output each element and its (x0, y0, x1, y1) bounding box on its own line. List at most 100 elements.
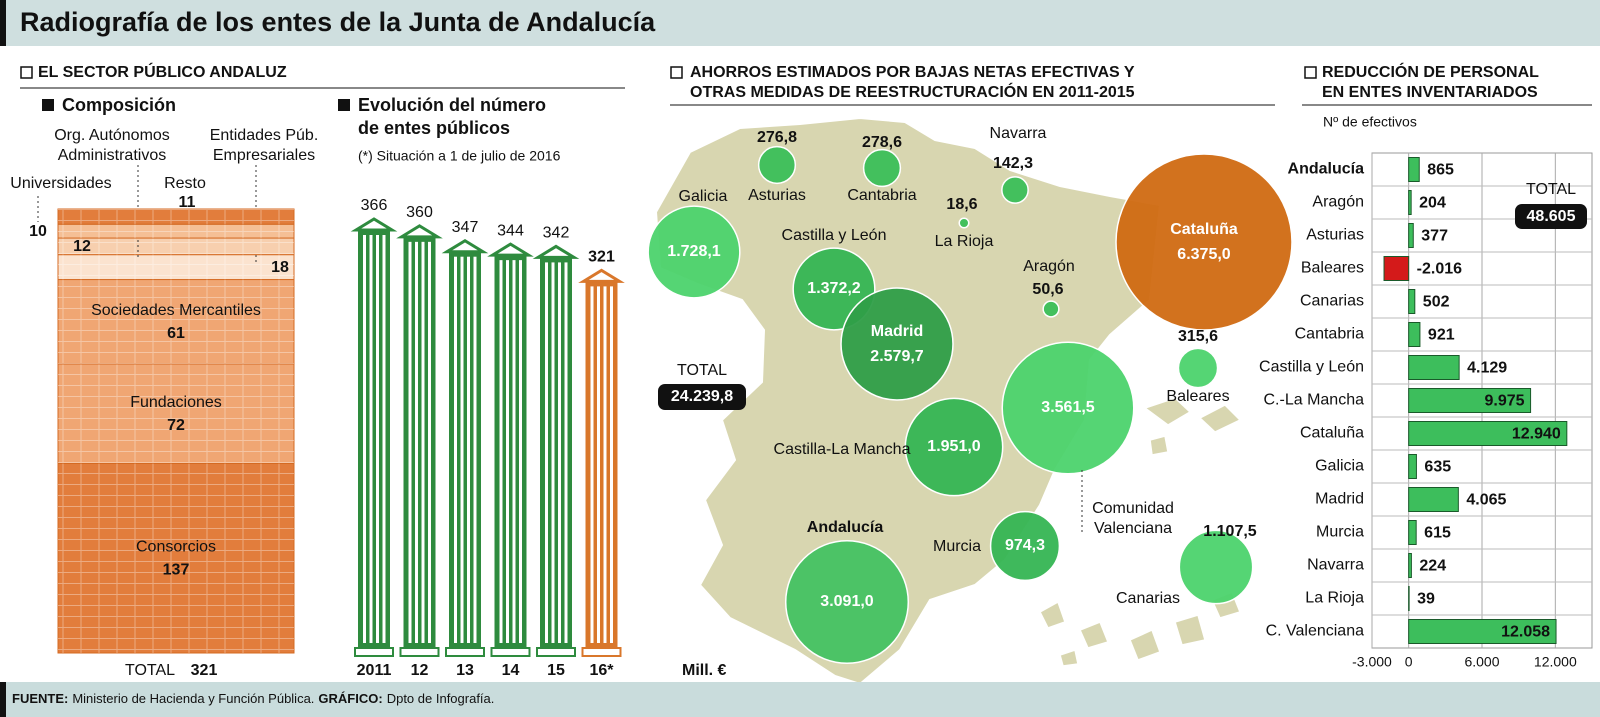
region-name: Cantabria (847, 187, 916, 204)
x-tick-label: 0 (1405, 654, 1413, 670)
bubble (904, 397, 1004, 497)
segment-label: Universidades (10, 175, 111, 192)
bubble (1001, 341, 1135, 475)
segment-label-line: Empresariales (213, 147, 315, 164)
segment-value: 61 (167, 325, 185, 342)
bar (1408, 454, 1417, 479)
header-accent (0, 0, 6, 46)
y-tick-label: Castilla y León (1259, 359, 1364, 376)
value-label: 39 (1417, 591, 1435, 608)
column-value: 321 (588, 249, 615, 266)
bar (1408, 388, 1532, 413)
graphic-label: GRÁFICO: (318, 691, 382, 706)
bar (1408, 322, 1421, 347)
composition-title: Composición (62, 95, 176, 115)
y-tick-label: Cataluña (1300, 425, 1364, 442)
segment-label: Entidades Púb. Empresariales (210, 127, 319, 164)
region-name: Castilla y León (782, 227, 887, 244)
bar (1408, 553, 1412, 578)
column-base (581, 647, 622, 657)
column-base (354, 647, 394, 657)
column-flute (551, 262, 555, 643)
staff-subtitle: Nº de efectivos (1323, 114, 1417, 130)
region-value: 50,6 (1032, 281, 1063, 298)
bubble (840, 287, 954, 401)
column-capital (396, 224, 443, 239)
total-box (658, 384, 746, 410)
block-texture (58, 224, 294, 239)
block-texture (58, 209, 294, 225)
y-tick-label: Navarra (1307, 557, 1364, 574)
region-name: Andalucía (807, 519, 884, 536)
section-heading: EL SECTOR PÚBLICO ANDALUZ (38, 62, 287, 81)
column-value: 342 (543, 225, 570, 242)
column-flute (564, 262, 568, 643)
source-label: FUENTE: (12, 691, 68, 706)
bar (1408, 619, 1557, 644)
title-line: EN ENTES INVENTARIADOS (1322, 84, 1538, 101)
value-label: 865 (1427, 162, 1454, 179)
bubble (647, 205, 741, 299)
column-flute (460, 256, 464, 643)
title-line: AHORROS ESTIMADOS POR BAJAS NETAS EFECTI… (690, 64, 1135, 81)
column-capital (532, 244, 580, 259)
unit-label: Mill. € (682, 662, 727, 679)
column-flute (610, 286, 613, 643)
footer: FUENTE: Ministerio de Hacienda y Función … (12, 691, 494, 706)
value-label: 204 (1419, 195, 1446, 212)
column-flute (363, 235, 366, 643)
x-tick-label: 2011 (357, 662, 392, 679)
region-value: 1.107,5 (1203, 523, 1256, 540)
value-label: 9.975 (1485, 393, 1525, 410)
value-label: 502 (1423, 294, 1450, 311)
segment-value: 72 (167, 417, 185, 434)
title-line: Evolución del número (358, 95, 546, 115)
value-label: 224 (1419, 558, 1446, 575)
x-tick-label: 14 (502, 662, 520, 679)
total-label: TOTAL (125, 662, 175, 679)
region-name: La Rioja (935, 233, 994, 250)
map-title: AHORROS ESTIMADOS POR BAJAS NETAS EFECTI… (690, 64, 1135, 101)
column-value: 344 (497, 222, 524, 239)
column-base (490, 647, 531, 657)
segment-label: Resto (164, 175, 206, 192)
column-value: 347 (452, 219, 479, 236)
column-flute (603, 286, 607, 643)
bubble (1042, 300, 1060, 318)
region-value: 276,8 (757, 129, 797, 146)
region-value: 1.951,0 (927, 438, 980, 455)
value-label: -2.016 (1417, 261, 1462, 278)
column-flute (415, 241, 418, 643)
bubble (1001, 176, 1029, 204)
column-capital (350, 217, 398, 232)
value-label: 12.058 (1501, 624, 1550, 641)
y-tick-label: Galicia (1315, 458, 1364, 475)
region-value: 6.375,0 (1177, 246, 1230, 263)
segment-value: 12 (73, 238, 91, 255)
segment-label: Consorcios (136, 538, 216, 555)
value-label: 12.940 (1512, 426, 1561, 443)
y-tick-label: Baleares (1301, 260, 1364, 277)
column-flute (473, 256, 477, 643)
segment-value: 18 (271, 259, 289, 276)
footer-accent (0, 682, 6, 717)
bubble (757, 145, 797, 185)
x-tick-label: 12.000 (1534, 654, 1577, 670)
region-value: 142,3 (993, 155, 1033, 172)
y-tick-label: Cantabria (1295, 326, 1364, 343)
title-line: de entes públicos (358, 118, 510, 138)
column-flute (467, 256, 470, 643)
bubble (958, 217, 970, 229)
x-tick-label: -3.000 (1352, 654, 1392, 670)
y-tick-label: Murcia (1316, 524, 1364, 541)
bar (1408, 421, 1568, 446)
column-flute (454, 256, 457, 643)
region-name-line: Valenciana (1094, 520, 1172, 537)
bar (1408, 355, 1460, 380)
region-name: Murcia (933, 538, 981, 555)
segment-label: Fundaciones (130, 394, 222, 411)
staff-title: REDUCCIÓN DE PERSONAL EN ENTES INVENTARIA… (1322, 62, 1539, 101)
y-tick-label: C. Valenciana (1266, 623, 1365, 640)
value-label: 921 (1428, 327, 1455, 344)
x-tick-label: 16* (589, 662, 614, 679)
